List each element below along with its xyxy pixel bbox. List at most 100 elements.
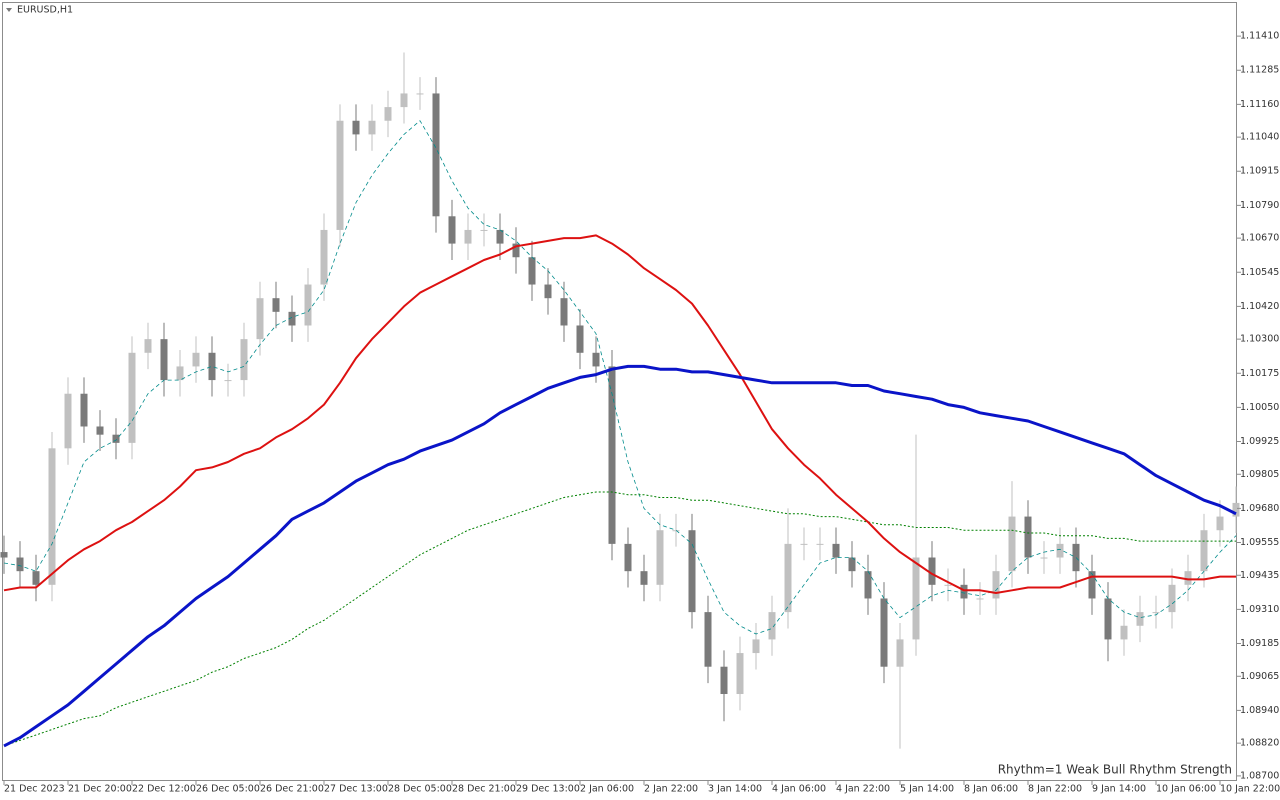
candle-body (112, 434, 120, 443)
y-tick-label: 1.10915 (1240, 166, 1279, 177)
x-tick-label: 4 Jan 22:00 (836, 784, 890, 795)
candle-body (1168, 584, 1176, 613)
y-tick-label: 1.10050 (1240, 402, 1279, 413)
collapse-arrow[interactable] (6, 8, 12, 12)
plot-area (0, 52, 1240, 749)
candle-body (688, 530, 696, 613)
y-tick-label: 1.10790 (1240, 200, 1279, 211)
candle-body (480, 229, 488, 231)
candle-body (512, 243, 520, 258)
y-tick-label: 1.08700 (1240, 770, 1279, 781)
candle-body (992, 571, 1000, 599)
x-tick-label: 21 Dec 20:00 (68, 784, 132, 795)
y-tick-label: 1.08940 (1240, 705, 1279, 716)
candle-body (624, 543, 632, 572)
y-tick-label: 1.11410 (1240, 31, 1279, 42)
indicator-line (3, 364, 1237, 748)
candle-body (384, 107, 392, 121)
candle-body (32, 571, 40, 585)
y-tick-label: 1.08820 (1240, 738, 1279, 749)
y-tick-label: 1.10300 (1240, 334, 1279, 345)
x-tick-label: 5 Jan 14:00 (900, 784, 954, 795)
y-tick-label: 1.09185 (1240, 638, 1279, 649)
indicator-line (3, 491, 1236, 747)
candle-body (176, 366, 184, 381)
candle-body (1104, 598, 1112, 640)
candle-body (368, 120, 376, 135)
candle-body (960, 584, 968, 599)
candle-body (496, 229, 504, 244)
x-tick-label: 26 Dec 21:00 (260, 784, 324, 795)
y-tick-label: 1.10670 (1240, 233, 1279, 244)
candle-body (400, 93, 408, 108)
candle-body (912, 557, 920, 640)
candle-body (640, 571, 648, 585)
indicator-line (3, 120, 1237, 635)
candle-body (1232, 502, 1240, 517)
y-tick-label: 1.09310 (1240, 604, 1279, 615)
candle-body (560, 298, 568, 326)
candle-body (720, 666, 728, 695)
candle-body (736, 653, 744, 695)
candle-body (1200, 530, 1208, 572)
candle-body (832, 543, 840, 558)
candle-body (608, 366, 616, 544)
candle-body (752, 639, 760, 654)
candle-body (944, 584, 952, 586)
candle-body (880, 598, 888, 667)
candle-body (432, 93, 440, 217)
x-tick-label: 2 Jan 22:00 (644, 784, 698, 795)
y-tick-label: 1.11160 (1240, 99, 1279, 110)
candle-body (96, 426, 104, 435)
candle-body (656, 530, 664, 585)
candle-body (128, 352, 136, 443)
candle-body (592, 352, 600, 367)
candle-body (240, 339, 248, 381)
candle-body (0, 552, 8, 558)
candle-body (160, 339, 168, 381)
candle-body (800, 543, 808, 545)
x-tick-label: 4 Jan 06:00 (772, 784, 826, 795)
candle-body (304, 284, 312, 326)
x-tick-label: 28 Dec 05:00 (388, 784, 452, 795)
x-tick-label: 2 Jan 06:00 (580, 784, 634, 795)
y-tick-label: 1.10545 (1240, 267, 1279, 278)
x-tick-label: 22 Dec 12:00 (132, 784, 196, 795)
candle-body (896, 639, 904, 667)
candle-body (352, 120, 360, 135)
x-tick-label: 8 Jan 22:00 (1028, 784, 1082, 795)
candle-body (1152, 612, 1160, 614)
candle-body (336, 120, 344, 230)
candle-body (928, 557, 936, 585)
candle-body (448, 216, 456, 244)
x-tick-label: 10 Jan 06:00 (1156, 784, 1216, 795)
candle-body (80, 393, 88, 427)
candle-body (288, 311, 296, 326)
candle-body (144, 339, 152, 353)
x-tick-label: 29 Dec 13:00 (516, 784, 580, 795)
candle-body (1008, 516, 1016, 572)
candle-body (576, 325, 584, 353)
candle-body (1088, 571, 1096, 599)
candle-body (1184, 571, 1192, 585)
plot-frame (2, 2, 1237, 781)
y-tick-label: 1.11285 (1240, 65, 1279, 76)
x-tick-label: 27 Dec 13:00 (324, 784, 388, 795)
y-tick-label: 1.09925 (1240, 436, 1279, 447)
candle-body (224, 380, 232, 382)
x-tick-label: 3 Jan 14:00 (708, 784, 762, 795)
candle-body (416, 93, 424, 95)
candle-body (1120, 625, 1128, 640)
y-tick-label: 1.09680 (1240, 503, 1279, 514)
candle-body (1024, 516, 1032, 558)
candle-body (1216, 516, 1224, 531)
x-tick-label: 8 Jan 06:00 (964, 784, 1018, 795)
y-tick-label: 1.09435 (1240, 570, 1279, 581)
candle-body (64, 393, 72, 449)
y-tick-label: 1.10420 (1240, 301, 1279, 312)
y-tick-label: 1.10175 (1240, 368, 1279, 379)
candle-body (192, 352, 200, 367)
candle-body (256, 298, 264, 340)
candle-body (48, 448, 56, 585)
